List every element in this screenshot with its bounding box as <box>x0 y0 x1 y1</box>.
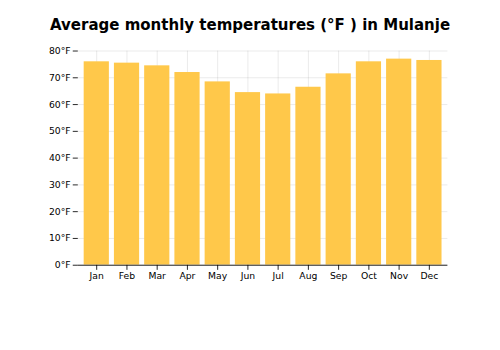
svg-text:Apr: Apr <box>179 270 195 281</box>
svg-text:50°F: 50°F <box>49 125 71 136</box>
svg-text:60°F: 60°F <box>49 99 71 110</box>
svg-text:Jan: Jan <box>89 270 104 281</box>
svg-text:Sep: Sep <box>330 270 348 281</box>
svg-text:10°F: 10°F <box>49 232 71 243</box>
svg-text:Nov: Nov <box>390 270 409 281</box>
svg-text:20°F: 20°F <box>49 206 71 217</box>
svg-text:Oct: Oct <box>361 270 377 281</box>
svg-text:0°F: 0°F <box>55 259 71 270</box>
svg-text:Mar: Mar <box>148 270 166 281</box>
svg-text:Jun: Jun <box>240 270 256 281</box>
svg-text:May: May <box>208 270 228 281</box>
svg-text:40°F: 40°F <box>49 152 71 163</box>
html-text:Average monthly temperatures (: Average monthly temperatures (°F ) in Mu… <box>50 16 451 34</box>
svg-text:Jul: Jul <box>272 270 284 281</box>
svg-text:Dec: Dec <box>420 270 438 281</box>
svg-text:30°F: 30°F <box>49 179 71 190</box>
svg-text:Aug: Aug <box>299 270 317 281</box>
svg-text:70°F: 70°F <box>49 72 71 83</box>
svg-text:Feb: Feb <box>119 270 135 281</box>
svg-text:80°F: 80°F <box>49 45 71 56</box>
